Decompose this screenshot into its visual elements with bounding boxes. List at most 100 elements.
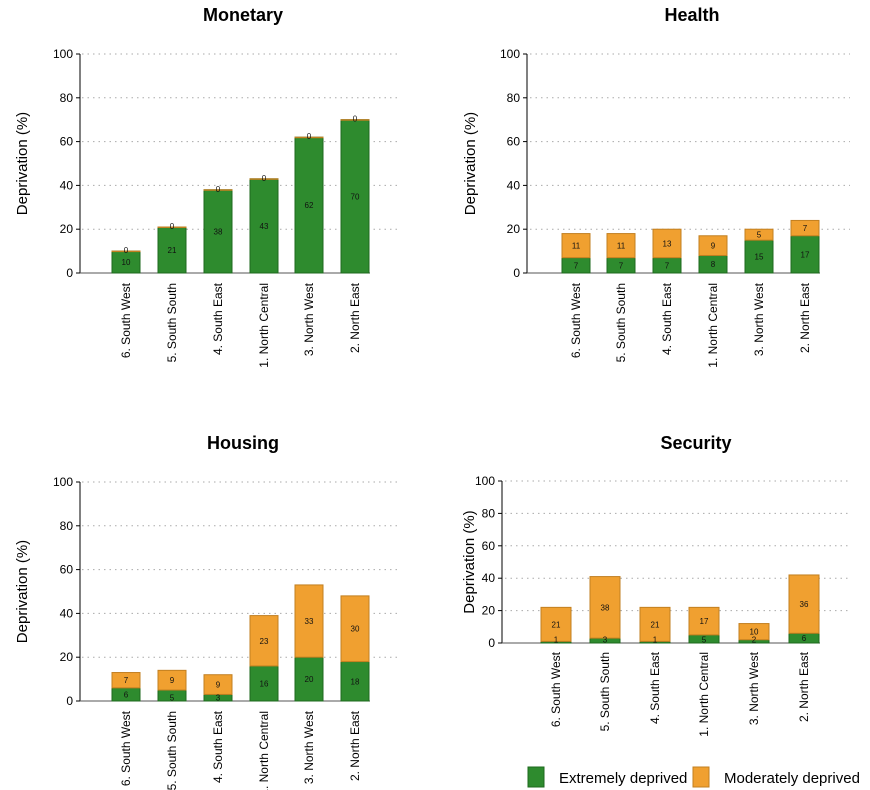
data-label-extremely-deprived: 6 [802, 634, 807, 643]
data-label-extremely-deprived: 5 [170, 694, 175, 703]
data-label-moderately-deprived: 21 [651, 620, 660, 629]
panel-housing: Housing Deprivation (%) 0 20 40 60 80 100 6 7 6. S… [14, 433, 400, 790]
bar-moderately-deprived [203, 674, 233, 695]
y-tick-label: 80 [60, 91, 74, 105]
bar-extremely-deprived [340, 661, 370, 702]
x-tick-label: 3. North West [747, 651, 761, 725]
y-axis-label: Deprivation (%) [14, 540, 31, 643]
data-label-extremely-deprived: 38 [214, 227, 223, 236]
y-tick-label: 60 [482, 539, 496, 553]
bar-moderately-deprived [157, 669, 187, 691]
data-label-moderately-deprived: 5 [757, 231, 762, 240]
data-label-moderately-deprived: 30 [351, 625, 360, 634]
x-tick-label: 3. North West [302, 710, 316, 784]
y-tick-label: 80 [482, 506, 496, 520]
bar-extremely-deprived [294, 656, 324, 702]
legend-label: Moderately deprived [724, 770, 860, 787]
data-label-moderately-deprived: 9 [170, 676, 175, 685]
data-label-moderately-deprived: 21 [552, 620, 561, 629]
y-tick-label: 80 [60, 519, 74, 533]
data-label-extremely-deprived: 5 [702, 636, 707, 645]
y-tick-label: 100 [53, 47, 73, 61]
y-tick-label: 100 [475, 474, 495, 488]
data-label-extremely-deprived: 1 [653, 636, 658, 645]
data-label-moderately-deprived: 23 [260, 637, 269, 646]
data-label-extremely-deprived: 20 [305, 675, 314, 684]
y-tick-label: 40 [482, 571, 496, 585]
bar-moderately-deprived [340, 595, 370, 663]
data-label-extremely-deprived: 18 [351, 677, 360, 686]
y-tick-label: 100 [53, 475, 73, 489]
x-tick-label: 1. North Central [257, 283, 271, 368]
bar-extremely-deprived [203, 189, 233, 274]
y-axis-label: Deprivation (%) [14, 112, 31, 215]
bar-moderately-deprived [738, 623, 770, 641]
y-tick-label: 60 [507, 135, 521, 149]
chart-title: Health [664, 5, 719, 25]
chart-title: Security [660, 433, 731, 453]
bar-moderately-deprived [744, 228, 774, 241]
x-tick-label: 4. South East [660, 282, 674, 355]
data-label-moderately-deprived: 13 [663, 239, 672, 248]
data-label-extremely-deprived: 7 [665, 261, 670, 270]
y-tick-label: 0 [66, 266, 73, 280]
data-label-moderately-deprived: 0 [124, 246, 129, 255]
legend: Extremely deprived Moderately deprived [527, 766, 860, 788]
legend-label: Extremely deprived [559, 770, 687, 787]
x-tick-label: 2. North East [348, 282, 362, 353]
x-tick-label: 1. North Central [706, 283, 720, 368]
bar-moderately-deprived [606, 233, 636, 259]
data-label-extremely-deprived: 21 [168, 246, 177, 255]
y-tick-label: 20 [60, 222, 74, 236]
data-label-moderately-deprived: 11 [617, 242, 626, 251]
legend-swatch [527, 766, 545, 788]
bar-moderately-deprived [639, 606, 671, 642]
y-tick-label: 20 [507, 222, 521, 236]
x-tick-label: 6. South West [119, 710, 133, 786]
data-label-moderately-deprived: 7 [124, 676, 129, 685]
chart-title: Monetary [203, 5, 283, 25]
bar-moderately-deprived [111, 250, 141, 253]
data-label-moderately-deprived: 0 [353, 115, 358, 124]
data-label-extremely-deprived: 2 [752, 636, 757, 645]
bar-moderately-deprived [589, 576, 621, 639]
data-label-moderately-deprived: 7 [803, 224, 808, 233]
x-tick-label: 2. North East [348, 710, 362, 781]
y-axis-label: Deprivation (%) [461, 510, 478, 613]
data-label-extremely-deprived: 70 [351, 192, 360, 201]
legend-swatch [692, 766, 710, 788]
y-tick-label: 80 [507, 91, 521, 105]
x-tick-label: 4. South East [648, 651, 662, 724]
bar-moderately-deprived [688, 606, 720, 636]
data-label-moderately-deprived: 11 [572, 242, 581, 251]
bar-moderately-deprived [540, 606, 572, 642]
data-label-extremely-deprived: 3 [603, 636, 608, 645]
y-tick-label: 60 [60, 563, 74, 577]
y-tick-label: 20 [482, 604, 496, 618]
bar-moderately-deprived [698, 235, 728, 256]
chart-title: Housing [207, 433, 279, 453]
y-tick-label: 60 [60, 135, 74, 149]
data-label-extremely-deprived: 3 [216, 694, 221, 703]
y-tick-label: 40 [60, 606, 74, 620]
bar-moderately-deprived [340, 119, 370, 121]
data-label-extremely-deprived: 15 [755, 253, 764, 262]
x-tick-label: 3. North West [752, 282, 766, 356]
y-tick-label: 40 [60, 178, 74, 192]
y-tick-label: 100 [500, 47, 520, 61]
data-label-moderately-deprived: 10 [750, 628, 759, 637]
y-axis-label: Deprivation (%) [462, 112, 479, 215]
data-label-moderately-deprived: 0 [307, 132, 312, 141]
data-label-extremely-deprived: 43 [260, 222, 269, 231]
data-label-moderately-deprived: 0 [216, 185, 221, 194]
bar-moderately-deprived [652, 228, 682, 259]
x-tick-label: 2. North East [798, 282, 812, 353]
bar-extremely-deprived [294, 136, 324, 274]
bar-moderately-deprived [294, 584, 324, 658]
data-label-moderately-deprived: 36 [800, 600, 809, 609]
bar-moderately-deprived [203, 189, 233, 191]
x-tick-label: 5. South South [165, 283, 179, 362]
data-label-moderately-deprived: 0 [170, 222, 175, 231]
